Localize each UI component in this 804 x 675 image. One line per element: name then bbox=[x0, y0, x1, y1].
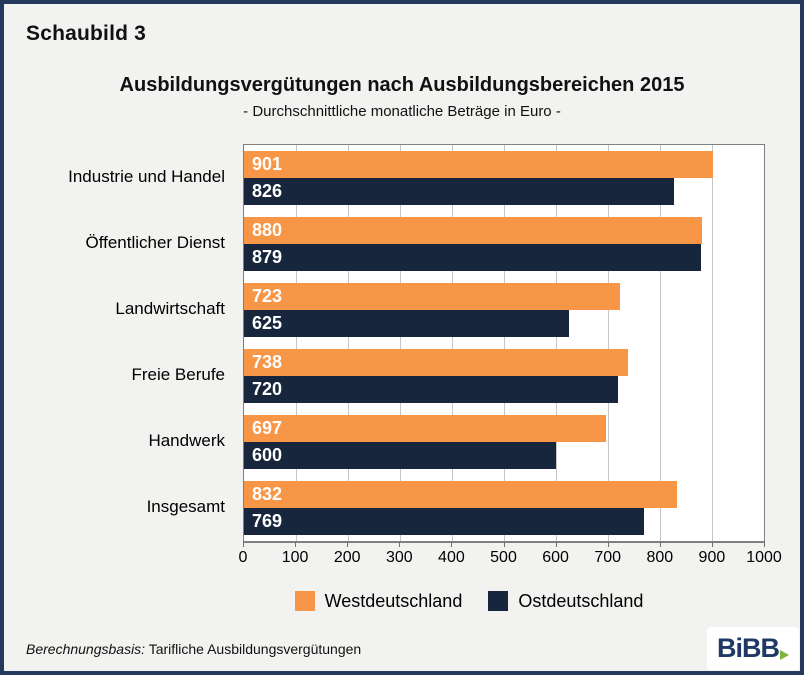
x-tick-mark bbox=[711, 542, 713, 547]
bar-group: 901 826 bbox=[244, 145, 764, 211]
x-tick-label: 200 bbox=[333, 549, 361, 566]
bar-group: 880 879 bbox=[244, 211, 764, 277]
x-axis-tick-marks bbox=[243, 542, 765, 548]
bar-ostdeutschland: 826 bbox=[244, 178, 674, 205]
category-label: Industrie und Handel bbox=[68, 167, 225, 186]
bar-value-label: 738 bbox=[252, 351, 283, 372]
bar-value-label: 832 bbox=[252, 483, 283, 504]
bibb-logo-arrow-icon bbox=[780, 649, 789, 660]
x-tick-label: 600 bbox=[542, 549, 569, 566]
bar-group: 697 600 bbox=[244, 409, 764, 475]
gridline bbox=[556, 145, 557, 541]
plot-area: 901 826 880 879 723 625 738 720 697 600 832 769 bbox=[243, 144, 765, 543]
legend-item-ostdeutschland: Ostdeutschland bbox=[488, 591, 643, 612]
bar-value-label: 879 bbox=[252, 246, 283, 267]
x-tick-mark bbox=[607, 542, 609, 547]
bar-value-label: 769 bbox=[252, 510, 283, 531]
legend-label: Ostdeutschland bbox=[518, 590, 644, 611]
x-tick-mark bbox=[659, 542, 661, 547]
x-tick-mark bbox=[451, 542, 453, 547]
x-tick-label: 900 bbox=[698, 549, 726, 566]
source-note-text: Tarifliche Ausbildungsvergütungen bbox=[145, 641, 362, 657]
bar-westdeutschland: 723 bbox=[244, 282, 620, 310]
bar-westdeutschland: 880 bbox=[244, 216, 702, 244]
bar-ostdeutschland: 879 bbox=[244, 243, 702, 271]
chart-title: Ausbildungsvergütungen nach Ausbildungsb… bbox=[119, 74, 685, 96]
bar-value-label: 720 bbox=[252, 378, 283, 399]
gridline bbox=[452, 145, 453, 541]
bar-ostdeutschland: 600 bbox=[244, 441, 556, 469]
x-tick-label: 0 bbox=[238, 549, 248, 566]
bar-westdeutschland: 738 bbox=[244, 348, 628, 376]
source-note: Berechnungsbasis: Tarifliche Ausbildungs… bbox=[26, 641, 361, 657]
category-label: Landwirtschaft bbox=[115, 299, 225, 318]
bar-value-label: 625 bbox=[252, 312, 283, 333]
gridline bbox=[608, 145, 609, 541]
source-note-label: Berechnungsbasis: bbox=[26, 641, 146, 657]
bibb-logo-text: BiBB bbox=[717, 633, 780, 663]
x-axis-tick-labels: 0 100 200 300 400 500 600 700 800 900 1000 bbox=[239, 549, 782, 569]
legend-swatch bbox=[488, 591, 509, 611]
gridline bbox=[348, 145, 349, 541]
bar-group: 832 769 bbox=[244, 475, 764, 541]
bar-ostdeutschland: 720 bbox=[244, 375, 619, 403]
x-tick-mark bbox=[347, 542, 349, 547]
gridline bbox=[296, 145, 297, 541]
legend-label: Westdeutschland bbox=[324, 590, 463, 611]
x-tick-mark bbox=[243, 542, 244, 547]
category-label: Öffentlicher Dienst bbox=[85, 233, 225, 252]
chart-subtitle: - Durchschnittliche monatliche Beträge i… bbox=[243, 103, 561, 120]
gridline bbox=[504, 145, 505, 541]
bar-value-label: 901 bbox=[252, 154, 283, 174]
bar-value-label: 697 bbox=[252, 417, 283, 438]
bar-value-label: 600 bbox=[252, 444, 283, 465]
bar-westdeutschland: 832 bbox=[244, 480, 677, 508]
x-tick-label: 100 bbox=[281, 549, 309, 566]
x-tick-label: 700 bbox=[594, 549, 622, 566]
figure-label: Schaubild 3 bbox=[26, 22, 147, 45]
category-label: Freie Berufe bbox=[131, 365, 225, 384]
x-tick-label: 400 bbox=[438, 549, 465, 566]
bar-ostdeutschland: 625 bbox=[244, 309, 569, 337]
bar-westdeutschland: 697 bbox=[244, 414, 607, 442]
bar-value-label: 723 bbox=[252, 285, 283, 306]
bar-value-label: 880 bbox=[252, 219, 283, 240]
x-tick-mark bbox=[295, 542, 297, 547]
x-tick-mark bbox=[399, 542, 401, 547]
legend-swatch bbox=[294, 591, 315, 611]
category-axis: Industrie und Handel Öffentlicher Dienst L… bbox=[4, 144, 233, 540]
x-tick-label: 800 bbox=[646, 549, 674, 566]
gridline bbox=[400, 145, 401, 541]
bar-group: 723 625 bbox=[244, 277, 764, 343]
bibb-logo: BiBB bbox=[707, 627, 799, 670]
x-tick-mark bbox=[503, 542, 505, 547]
bar-value-label: 826 bbox=[252, 181, 283, 201]
bar-group: 738 720 bbox=[244, 343, 764, 409]
gridline bbox=[712, 145, 713, 541]
x-tick-label: 500 bbox=[490, 549, 517, 566]
legend-item-westdeutschland: Westdeutschland bbox=[294, 590, 463, 612]
x-tick-mark bbox=[555, 542, 557, 547]
legend: Westdeutschland Ostdeutschland bbox=[138, 588, 800, 614]
gridline bbox=[660, 145, 661, 541]
x-tick-label: 300 bbox=[385, 549, 413, 566]
category-label: Handwerk bbox=[148, 431, 225, 450]
x-tick-mark bbox=[764, 542, 765, 547]
title-block: Ausbildungsvergütungen nach Ausbildungsb… bbox=[4, 72, 800, 121]
category-label: Insgesamt bbox=[146, 497, 225, 516]
bar-ostdeutschland: 769 bbox=[244, 507, 644, 535]
bar-westdeutschland: 901 bbox=[244, 151, 713, 178]
x-tick-label: 1000 bbox=[746, 549, 782, 566]
